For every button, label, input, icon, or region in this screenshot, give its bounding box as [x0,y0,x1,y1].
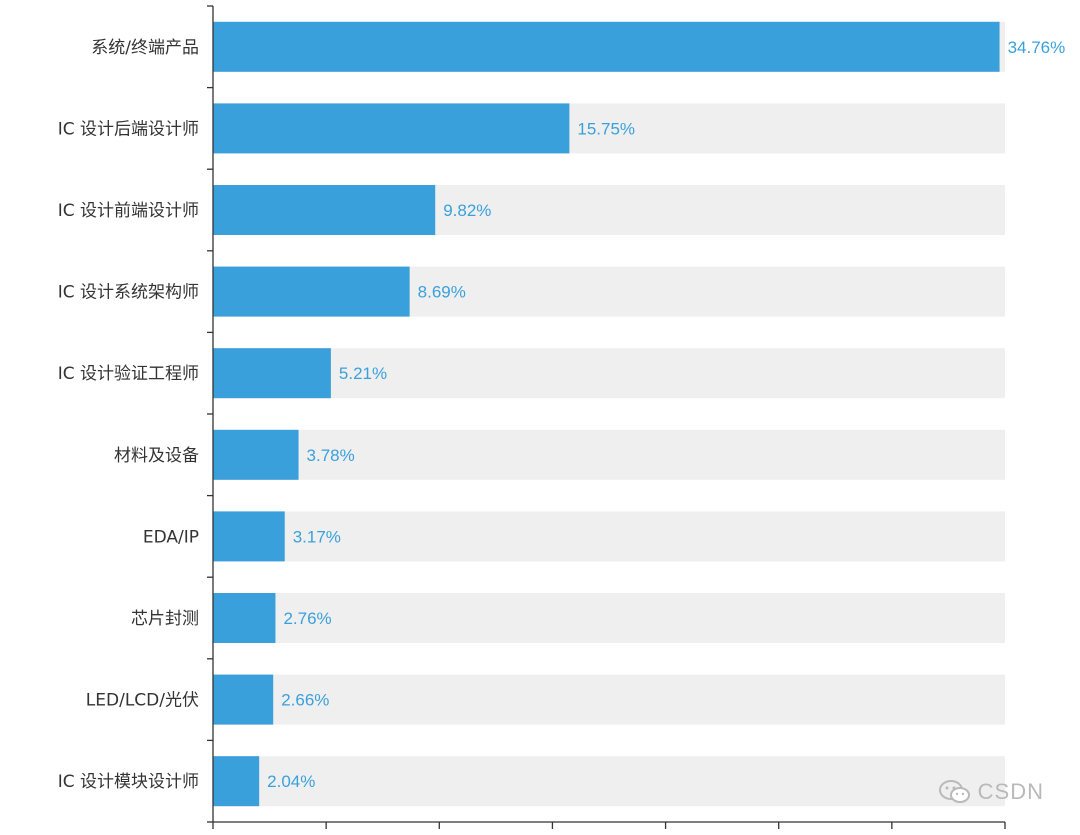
category-label: EDA/IP [143,527,199,547]
background-bar [213,674,1005,725]
category-label: IC 设计前端设计师 [58,201,199,221]
value-label: 8.69% [418,283,466,302]
value-label: 15.75% [577,119,635,138]
value-label: 3.17% [293,527,341,546]
category-label: 芯片封测 [131,609,199,629]
background-bar [213,348,1005,399]
category-label: IC 设计验证工程师 [58,364,199,384]
bar [213,756,260,807]
value-label: 2.66% [281,691,329,710]
background-bar [213,429,1005,480]
value-label: 2.04% [267,772,315,791]
bar [213,185,436,235]
category-label: 系统/终端产品 [91,38,199,58]
category-label: 材料及设备 [114,446,199,466]
bar [213,674,274,725]
bar [213,429,299,480]
value-label: 9.82% [443,201,491,220]
background-bar [213,756,1005,807]
bar [213,348,331,399]
bar [213,511,285,562]
value-label: 5.21% [339,364,387,383]
watermark: CSDN [938,779,1044,805]
background-bar [213,511,1005,562]
bar [213,266,410,317]
wechat-icon [938,780,970,803]
category-label: IC 设计后端设计师 [58,119,199,139]
category-label: LED/LCD/光伏 [86,691,199,711]
axes [207,5,1006,829]
background-bars [213,21,1005,807]
background-bar [213,593,1005,643]
value-labels: 34.76% 15.75% 9.82% 8.69% 5.21% 3.78% 3.17% 2.7… [267,38,1065,791]
bar [213,593,276,643]
category-label: IC 设计系统架构师 [58,283,199,303]
data-bars [213,21,1000,807]
category-labels: 系统/终端产品 IC 设计后端设计师 IC 设计前端设计师 IC 设计系统架构师 IC … [58,38,199,792]
category-label: IC 设计模块设计师 [58,772,199,792]
value-label: 3.78% [307,446,355,465]
watermark-text: CSDN [977,779,1044,804]
bar [213,21,1000,72]
bar [213,103,570,154]
value-label: 34.76% [1008,38,1066,57]
value-label: 2.76% [283,609,331,628]
